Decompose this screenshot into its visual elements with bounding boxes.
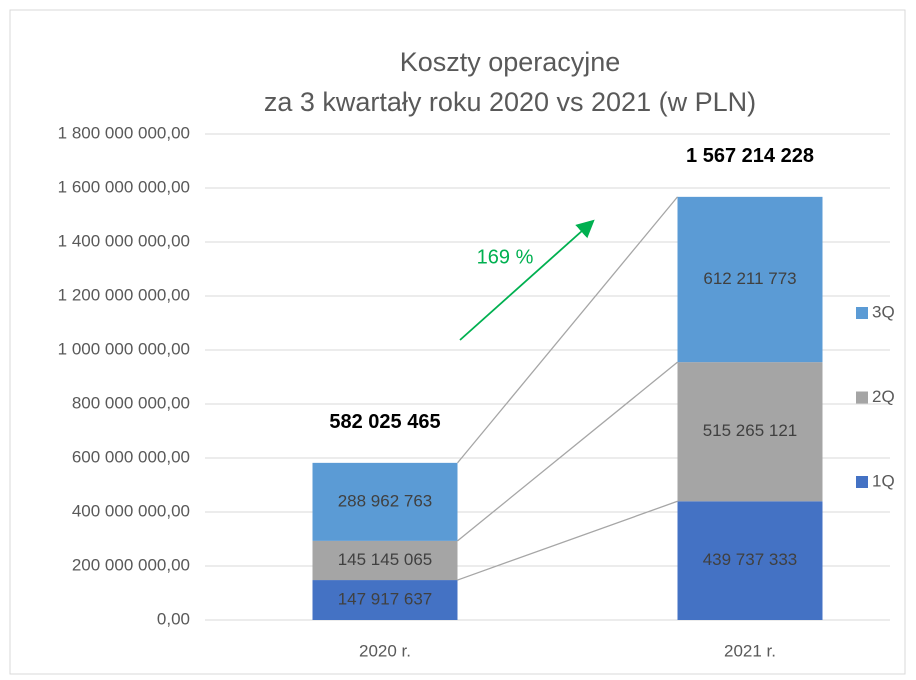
total-label: 582 025 465 bbox=[329, 411, 440, 433]
annotation-arrow bbox=[459, 219, 595, 341]
bar-segment bbox=[312, 580, 458, 620]
y-tick-label: 1 800 000 000,00 bbox=[58, 123, 190, 142]
connector-line bbox=[457, 500, 678, 581]
y-tick-label: 400 000 000,00 bbox=[72, 501, 190, 520]
x-tick-label: 2021 r. bbox=[724, 641, 776, 660]
data-label: 439 737 333 bbox=[703, 550, 798, 569]
chart-subtitle: za 3 kwartały roku 2020 vs 2021 (w PLN) bbox=[264, 87, 756, 117]
legend-label: 1Q bbox=[872, 471, 895, 490]
y-tick-label: 800 000 000,00 bbox=[72, 393, 190, 412]
y-tick-label: 200 000 000,00 bbox=[72, 555, 190, 574]
legend-swatch bbox=[856, 391, 868, 404]
bar-segment bbox=[677, 362, 823, 502]
bar-segment bbox=[677, 196, 823, 363]
connector-line bbox=[457, 361, 678, 542]
data-label: 147 917 637 bbox=[338, 590, 433, 609]
legend-swatch bbox=[856, 307, 868, 319]
legend-label: 2Q bbox=[872, 387, 895, 406]
y-tick-label: 600 000 000,00 bbox=[72, 447, 190, 466]
y-tick-label: 1 200 000 000,00 bbox=[58, 285, 190, 304]
data-label: 612 211 773 bbox=[703, 269, 796, 288]
y-tick-label: 1 600 000 000,00 bbox=[58, 177, 190, 196]
chart-title: Koszty operacyjne bbox=[400, 47, 621, 77]
bar-segment bbox=[677, 501, 823, 620]
x-tick-label: 2020 r. bbox=[359, 641, 411, 660]
y-tick-label: 0,00 bbox=[157, 609, 190, 628]
bar-segment bbox=[312, 462, 458, 541]
connector-line bbox=[456, 196, 679, 464]
data-label: 288 962 763 bbox=[338, 491, 433, 510]
bar-segment bbox=[312, 540, 458, 581]
data-label: 145 145 065 bbox=[338, 550, 433, 569]
annotation-label: 169 % bbox=[477, 246, 534, 268]
y-tick-label: 1 400 000 000,00 bbox=[58, 231, 190, 250]
legend-label: 3Q bbox=[872, 302, 895, 321]
y-tick-label: 1 000 000 000,00 bbox=[58, 339, 190, 358]
total-label: 1 567 214 228 bbox=[686, 145, 814, 167]
data-label: 515 265 121 bbox=[703, 421, 798, 440]
legend-swatch bbox=[856, 476, 868, 488]
